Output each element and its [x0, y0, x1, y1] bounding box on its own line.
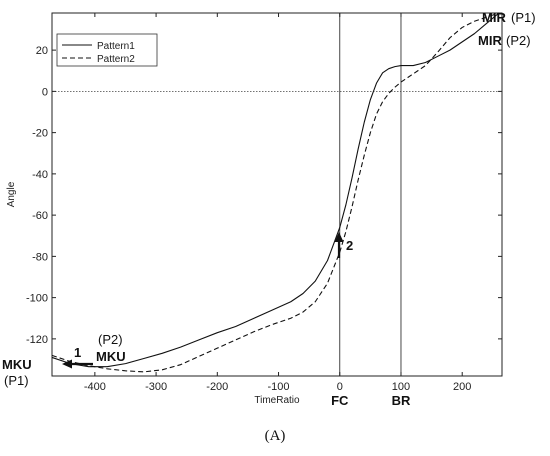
x-tick-label: -300: [145, 381, 167, 393]
y-tick-label: -120: [26, 334, 48, 346]
x-tick-label: 100: [392, 381, 410, 393]
annotation-mir-p1-tag: (P1): [511, 10, 536, 25]
series-line-pattern2: [51, 12, 500, 373]
x-tick-label: -100: [268, 381, 290, 393]
annotation-mku-p1-tag: (P1): [4, 373, 29, 388]
annotation-mir-p2-name: MIR: [478, 33, 502, 48]
y-tick-label: -40: [32, 169, 48, 181]
arrow-2-label: 2: [346, 238, 353, 253]
legend-label-pattern1: Pattern1: [97, 41, 135, 52]
y-tick-label: 0: [42, 86, 48, 98]
y-tick-label: -80: [32, 251, 48, 263]
panel-label: (A): [264, 428, 286, 444]
arrow-1-label: 1: [74, 345, 81, 360]
arrow-1: [62, 359, 93, 369]
br-label: BR: [392, 393, 411, 408]
y-tick-label: -60: [32, 210, 48, 222]
y-axis-label: Angle: [6, 181, 17, 207]
arrow-2: [334, 232, 344, 258]
x-tick-label: -400: [84, 381, 106, 393]
legend: Pattern1 Pattern2: [56, 33, 158, 67]
x-axis-label: TimeRatio: [254, 395, 300, 406]
series-lines: [51, 12, 500, 373]
fc-label: FC: [331, 393, 349, 408]
plot-frame: [51, 12, 503, 377]
annotation-mir-p2-tag: (P2): [506, 33, 531, 48]
y-tick-label: 20: [36, 45, 48, 57]
annotation-mku-p2-tag: (P2): [98, 332, 123, 347]
y-tick-label: -20: [32, 128, 48, 140]
annotation-mku-p1-name: MKU: [2, 357, 32, 372]
annotation-mir-p1-name: MIR: [482, 10, 506, 25]
series-line-pattern1: [51, 12, 500, 368]
axis-ticks: -400 -300 -200 -100 0 100 200200-20-40-60-80-1…: [26, 13, 502, 393]
y-tick-label: -100: [26, 293, 48, 305]
legend-box: [56, 33, 158, 67]
x-tick-label: 200: [453, 381, 471, 393]
annotation-mku-p2-name: MKU: [96, 349, 126, 364]
legend-label-pattern2: Pattern2: [97, 54, 135, 65]
x-tick-label: -200: [206, 381, 228, 393]
x-tick-label: 0: [337, 381, 343, 393]
